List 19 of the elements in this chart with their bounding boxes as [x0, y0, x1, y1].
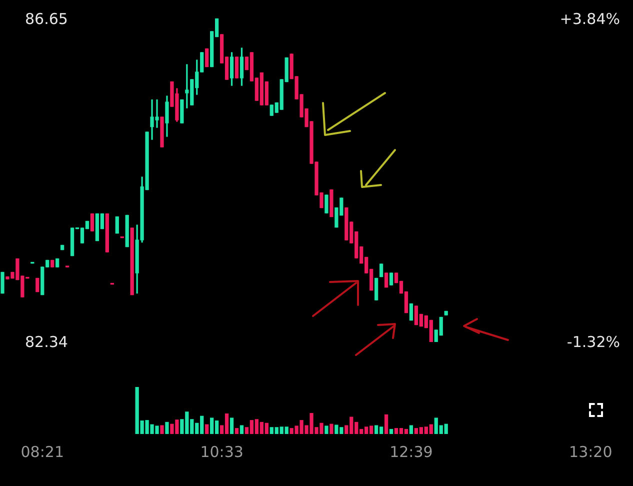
y-tick-label: 82.34	[25, 333, 68, 351]
y-tick-label: 86.65	[25, 10, 68, 28]
x-tick-label: 13:20	[569, 442, 612, 461]
bar	[384, 414, 388, 434]
bar	[160, 425, 164, 434]
bar	[205, 424, 209, 434]
bar	[409, 425, 414, 434]
bar	[230, 418, 234, 434]
bar	[324, 426, 328, 434]
bar	[330, 424, 334, 434]
y2-tick-label: +3.84%	[560, 10, 620, 28]
x-tick-label: 08:21	[20, 442, 64, 461]
y2-tick-label: -1.32%	[566, 333, 620, 351]
x-tick-label: 10:33	[200, 442, 244, 461]
bar	[165, 422, 169, 434]
bar	[389, 428, 394, 434]
bar	[234, 428, 239, 434]
x-tick-label: 12:39	[390, 442, 433, 461]
bar	[240, 425, 244, 434]
